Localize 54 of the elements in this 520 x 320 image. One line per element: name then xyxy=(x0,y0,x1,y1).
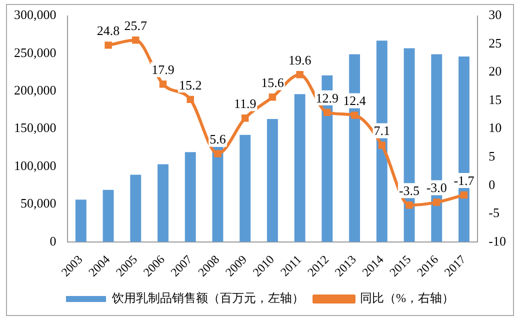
y-tick-label: 0 xyxy=(50,233,56,248)
data-label: -3.0 xyxy=(426,180,447,196)
data-label: 15.2 xyxy=(179,77,202,92)
data-label: 12.4 xyxy=(343,93,366,108)
bar xyxy=(184,152,196,242)
point xyxy=(378,142,386,149)
bar xyxy=(266,119,278,242)
y2-tick-label: -5 xyxy=(488,205,500,220)
bar xyxy=(75,200,86,242)
bar xyxy=(102,190,114,242)
data-label: -3.5 xyxy=(398,183,420,198)
point xyxy=(324,108,331,116)
y-tick-label: 200,000 xyxy=(14,82,56,98)
data-label: 15.6 xyxy=(261,75,284,90)
point xyxy=(159,80,167,88)
point xyxy=(132,36,140,44)
point xyxy=(350,112,358,119)
y-tick-label: 150,000 xyxy=(14,120,56,136)
bar xyxy=(158,164,168,242)
point xyxy=(433,198,440,206)
data-label: 24.8 xyxy=(96,23,120,38)
y-tick-label: 100,000 xyxy=(14,158,56,173)
point xyxy=(296,70,304,78)
data-label: 11.9 xyxy=(234,96,256,112)
data-label: 19.6 xyxy=(288,52,312,68)
legend-label: 饮用乳制品销售额（百万元，左轴） xyxy=(111,291,304,306)
y2-tick-label: -10 xyxy=(488,233,506,248)
bar xyxy=(130,174,142,242)
data-label: 17.9 xyxy=(152,62,174,78)
y-tick-label: 50,000 xyxy=(20,196,56,211)
point xyxy=(104,42,112,49)
point xyxy=(186,96,194,104)
point xyxy=(268,94,276,101)
y2-tick-label: 30 xyxy=(488,7,502,22)
data-label: 12.9 xyxy=(316,90,339,106)
point xyxy=(214,150,222,158)
data-label: 7.1 xyxy=(374,123,390,138)
y2-tick-label: 15 xyxy=(488,92,502,107)
data-label: 25.7 xyxy=(124,18,148,34)
y2-tick-label: 10 xyxy=(488,120,502,136)
legend-label: 同比（%，右轴） xyxy=(360,291,454,306)
point xyxy=(241,114,249,122)
point xyxy=(406,201,413,209)
y2-tick-label: 0 xyxy=(488,176,496,192)
bar xyxy=(240,134,251,242)
y-tick-label: 250,000 xyxy=(14,44,56,60)
data-label: 5.6 xyxy=(210,132,226,147)
bar xyxy=(294,94,306,242)
data-label: -1.7 xyxy=(454,172,475,188)
y2-tick-label: 5 xyxy=(488,148,496,164)
y2-tick-label: 25 xyxy=(488,35,502,50)
point xyxy=(460,191,468,199)
y2-tick-label: 20 xyxy=(488,64,502,79)
y-tick-label: 300,000 xyxy=(14,7,56,22)
